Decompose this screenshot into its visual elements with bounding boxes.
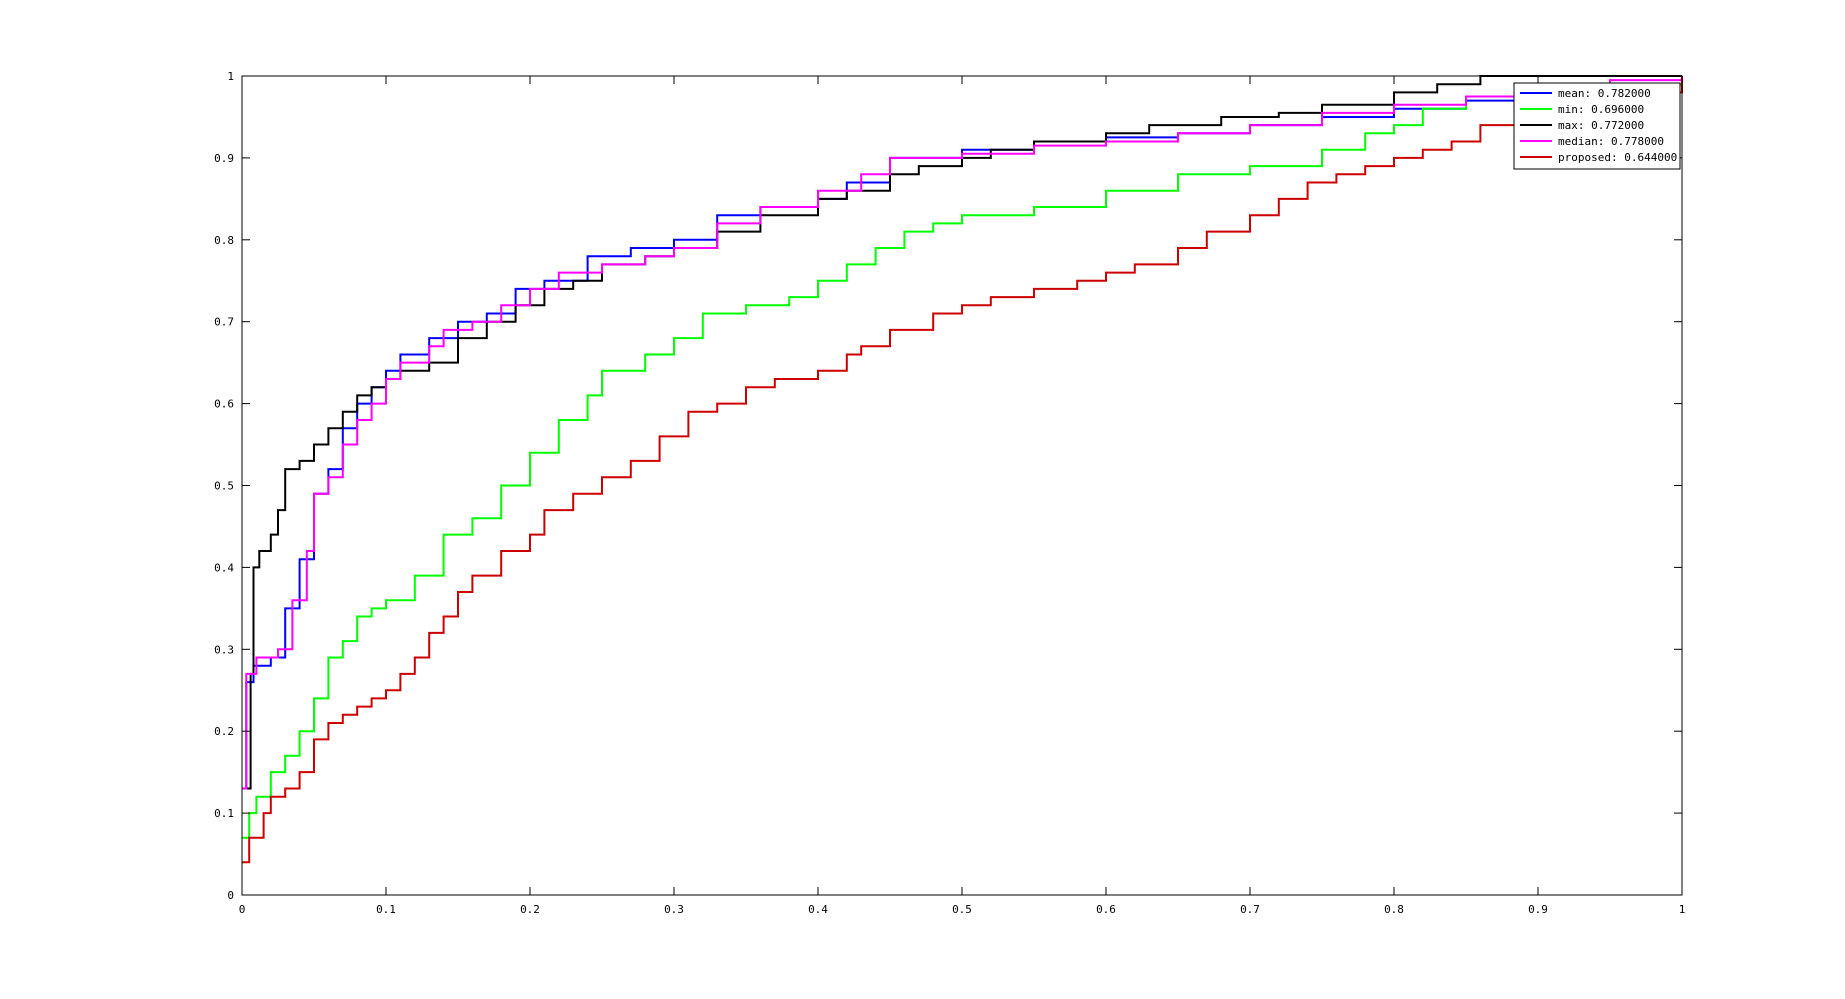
series-line-4 (242, 76, 1682, 862)
y-tick-label: 0.4 (214, 561, 234, 574)
y-tick-label: 0.6 (214, 398, 234, 411)
y-tick-label: 0 (227, 889, 234, 902)
x-tick-label: 0.6 (1096, 903, 1116, 916)
legend-entry: min: 0.696000 (1558, 103, 1644, 116)
x-tick-label: 0.5 (952, 903, 972, 916)
legend: mean: 0.782000 min: 0.696000 max: 0.772000… (1514, 83, 1680, 169)
x-tick-label: 0.9 (1528, 903, 1548, 916)
x-tick-label: 0.3 (664, 903, 684, 916)
y-tick-label: 0.3 (214, 643, 234, 656)
x-tick-label: 1 (1679, 903, 1686, 916)
x-tick-label: 0.4 (808, 903, 828, 916)
legend-entry: proposed: 0.644000 (1558, 151, 1677, 164)
y-tick-label: 0.1 (214, 807, 234, 820)
legend-entry: mean: 0.782000 (1558, 87, 1651, 100)
axis-ticks: 0 0.1 0.2 0.3 0.4 0.5 0.6 0.7 0.8 0.9 1 0 0.1 0.2 0.3 0… (214, 70, 1685, 916)
plot-frame (242, 76, 1682, 895)
x-tick-label: 0.2 (520, 903, 540, 916)
series-line-0 (242, 76, 1682, 789)
y-tick-label: 0.8 (214, 234, 234, 247)
y-tick-label: 0.5 (214, 480, 234, 493)
series-line-1 (242, 76, 1682, 838)
y-tick-label: 0.9 (214, 152, 234, 165)
x-tick-label: 0 (239, 903, 246, 916)
y-tick-label: 1 (227, 70, 234, 83)
y-tick-label: 0.7 (214, 316, 234, 329)
y-tick-label: 0.2 (214, 725, 234, 738)
x-tick-label: 0.7 (1240, 903, 1260, 916)
legend-entry: median: 0.778000 (1558, 135, 1664, 148)
series-line-3 (242, 76, 1682, 789)
x-tick-label: 0.1 (376, 903, 396, 916)
x-tick-label: 0.8 (1384, 903, 1404, 916)
legend-entry: max: 0.772000 (1558, 119, 1644, 132)
series-layer (242, 76, 1682, 862)
series-line-2 (242, 76, 1682, 789)
